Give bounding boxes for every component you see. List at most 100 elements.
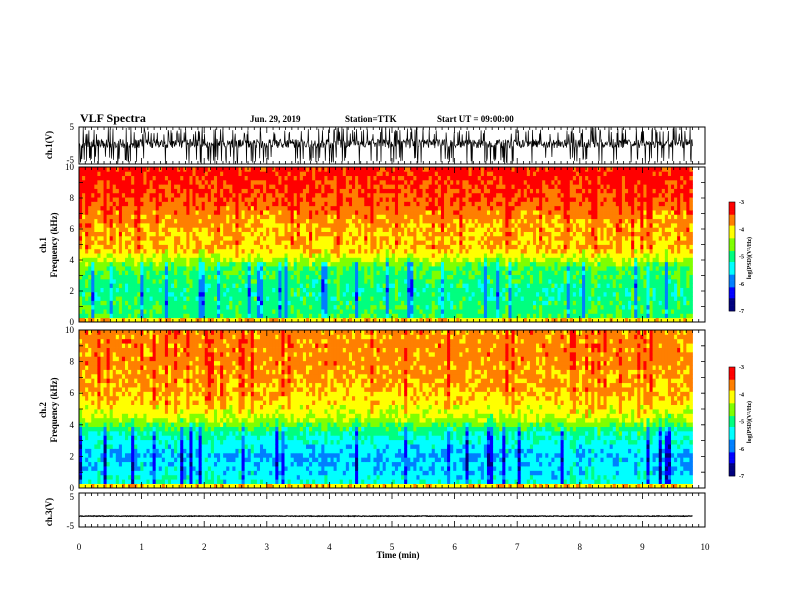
spectrogram-cell — [115, 309, 120, 314]
spectrogram-cell — [275, 171, 279, 177]
spectrogram-cell — [490, 218, 494, 224]
spectrogram-cell — [312, 313, 316, 319]
spectrogram-cell — [483, 278, 488, 284]
spectrogram-cell — [183, 184, 187, 189]
spectrogram-cell — [143, 235, 147, 241]
spectrogram-cell — [361, 188, 365, 194]
spectrogram-cell — [474, 235, 479, 241]
spectrogram-cell — [293, 304, 298, 310]
spectrogram-cell — [207, 184, 212, 189]
spectrogram-cell — [413, 296, 417, 301]
spectrogram-cell — [474, 287, 479, 293]
spectrogram-cell — [413, 222, 417, 228]
spectrogram-cell — [434, 253, 439, 258]
spectrogram-cell — [364, 210, 368, 215]
spectrogram-cell — [235, 188, 239, 194]
spectrogram-cell — [94, 270, 98, 276]
spectrogram-cell — [195, 188, 200, 194]
spectrogram-cell — [425, 192, 430, 198]
spectrogram-cell — [88, 235, 92, 241]
spectrogram-cell — [499, 274, 503, 280]
spectrogram-cell — [444, 278, 448, 284]
spectrogram-cell — [398, 248, 402, 254]
spectrogram-cell — [428, 171, 433, 177]
spectrogram-cell — [486, 167, 491, 172]
spectrogram-cell — [259, 300, 264, 306]
spectrogram-cell — [226, 175, 230, 181]
spectrogram-cell — [217, 210, 221, 215]
spectrogram-cell — [152, 291, 157, 297]
spectrogram-cell — [189, 257, 193, 263]
spectrogram-cell — [79, 205, 83, 211]
spectrogram-cell — [404, 283, 408, 288]
spectrogram-cell — [177, 287, 181, 293]
spectrogram-cell — [146, 188, 150, 194]
spectrogram-cell — [483, 287, 488, 293]
spectrogram-cell — [447, 244, 451, 250]
spectrogram-cell — [192, 244, 196, 250]
spectrogram-cell — [321, 270, 325, 276]
spectrogram-cell — [281, 184, 285, 189]
spectrogram-cell — [327, 244, 331, 250]
spectrogram-cell — [367, 201, 371, 207]
spectrogram-cell — [474, 300, 479, 306]
spectrogram-cell — [253, 222, 258, 228]
spectrogram-cell — [453, 253, 457, 258]
spectrogram-cell — [444, 253, 448, 258]
spectrogram-cell — [318, 218, 322, 224]
spectrogram-cell — [499, 227, 503, 232]
spectrogram-cell — [434, 227, 439, 232]
spectrogram-cell — [299, 179, 304, 185]
spectrogram-cell — [143, 231, 147, 237]
spectrogram-cell — [345, 167, 350, 172]
spectrogram-cell — [287, 300, 292, 306]
spectrogram-cell — [422, 283, 427, 288]
spectrogram-cell — [428, 210, 433, 215]
spectrogram-cell — [502, 317, 506, 323]
spectrogram-cell — [486, 210, 491, 215]
spectrogram-cell — [376, 167, 381, 172]
spectrogram-cell — [499, 179, 503, 185]
spectrogram-cell — [431, 274, 436, 280]
spectrogram-cell — [342, 266, 347, 271]
spectrogram-cell — [235, 270, 239, 276]
spectrogram-cell — [100, 184, 104, 189]
spectrogram-cell — [97, 244, 101, 250]
spectrogram-cell — [263, 167, 267, 172]
spectrogram-cell — [137, 222, 141, 228]
spectrogram-cell — [401, 313, 405, 319]
spectrogram-cell — [376, 261, 381, 267]
spectrogram-cell — [413, 218, 417, 224]
spectrogram-cell — [293, 253, 298, 258]
spectrogram-cell — [293, 184, 298, 189]
spectrogram-cell — [434, 205, 439, 211]
spectrogram-cell — [186, 248, 190, 254]
spectrogram-cell — [210, 278, 215, 284]
spectrogram-cell — [85, 287, 89, 293]
spectrogram-cell — [456, 240, 460, 245]
spectrogram-cell — [128, 240, 132, 245]
spectrogram-cell — [272, 266, 276, 271]
spectrogram-cell — [376, 188, 381, 194]
spectrogram-cell — [394, 227, 399, 232]
spectrogram-cell — [250, 317, 255, 323]
spectrogram-cell — [465, 210, 469, 215]
spectrogram-cell — [118, 188, 123, 194]
spectrogram-cell — [447, 309, 451, 314]
spectrogram-cell — [226, 296, 230, 301]
spectrogram-cell — [447, 192, 451, 198]
spectrogram-cell — [370, 214, 374, 220]
spectrogram-cell — [312, 296, 316, 301]
spectrogram-cell — [85, 309, 89, 314]
spectrogram-cell — [269, 317, 273, 323]
spectrogram-cell — [195, 192, 200, 198]
spectrogram-cell — [256, 222, 261, 228]
spectrogram-cell — [355, 270, 359, 276]
spectrogram-cell — [137, 171, 141, 177]
spectrogram-cell — [404, 184, 408, 189]
spectrogram-cell — [401, 240, 405, 245]
spectrogram-cell — [121, 235, 126, 241]
spectrogram-cell — [155, 240, 160, 245]
spectrogram-cell — [440, 244, 445, 250]
spectrogram-cell — [327, 283, 331, 288]
